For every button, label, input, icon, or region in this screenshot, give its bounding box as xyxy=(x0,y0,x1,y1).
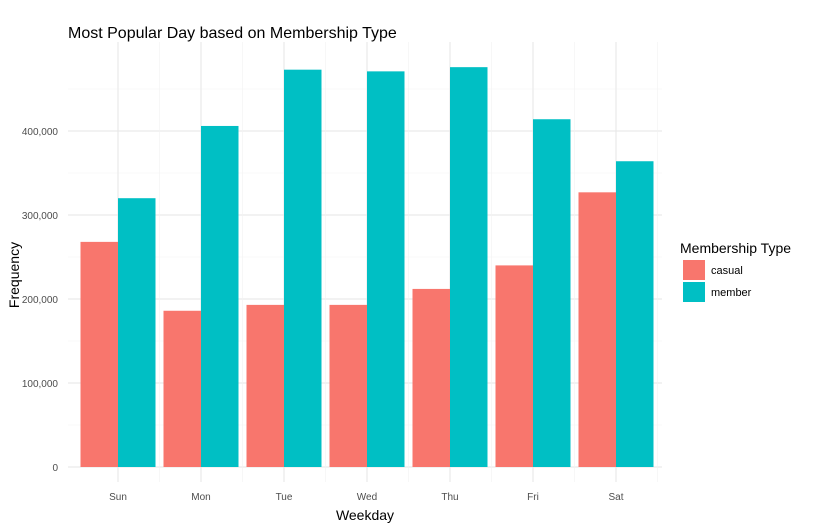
legend-key-casual xyxy=(683,260,705,280)
bar-member-Sun xyxy=(118,198,156,467)
bar-member-Fri xyxy=(533,119,571,468)
y-tick-label: 200,000 xyxy=(22,295,59,306)
bar-casual-Sat xyxy=(578,192,616,467)
bar-member-Thu xyxy=(450,67,488,467)
x-tick-label: Sun xyxy=(109,492,127,503)
y-tick-label: 400,000 xyxy=(22,127,59,138)
legend-title: Membership Type xyxy=(680,240,791,256)
bar-member-Tue xyxy=(284,69,322,468)
x-tick-label: Sat xyxy=(608,492,623,503)
x-axis-label: Weekday xyxy=(336,507,394,523)
legend-label-member: member xyxy=(711,287,752,299)
bar-member-Wed xyxy=(367,71,405,468)
x-tick-label: Fri xyxy=(527,492,539,503)
legend: Membership Type casual member xyxy=(680,240,791,302)
y-axis-label: Frequency xyxy=(6,242,22,308)
bar-member-Mon xyxy=(201,125,239,468)
bar-casual-Tue xyxy=(246,304,284,467)
legend-label-casual: casual xyxy=(711,265,743,277)
bar-casual-Sun xyxy=(80,241,118,467)
x-tick-label: Mon xyxy=(191,492,210,503)
chart-title: Most Popular Day based on Membership Typ… xyxy=(68,25,397,42)
y-tick-label: 0 xyxy=(52,463,58,474)
x-tick-label: Tue xyxy=(276,492,293,503)
bar-member-Sat xyxy=(616,161,654,468)
bar-casual-Thu xyxy=(412,288,450,467)
bar-casual-Fri xyxy=(495,265,533,467)
bar-casual-Mon xyxy=(163,310,201,467)
bar-casual-Wed xyxy=(329,304,367,467)
y-tick-label: 300,000 xyxy=(22,211,59,222)
y-tick-label: 100,000 xyxy=(22,379,59,390)
x-tick-label: Thu xyxy=(441,492,458,503)
x-tick-label: Wed xyxy=(357,492,377,503)
legend-key-member xyxy=(683,282,705,302)
